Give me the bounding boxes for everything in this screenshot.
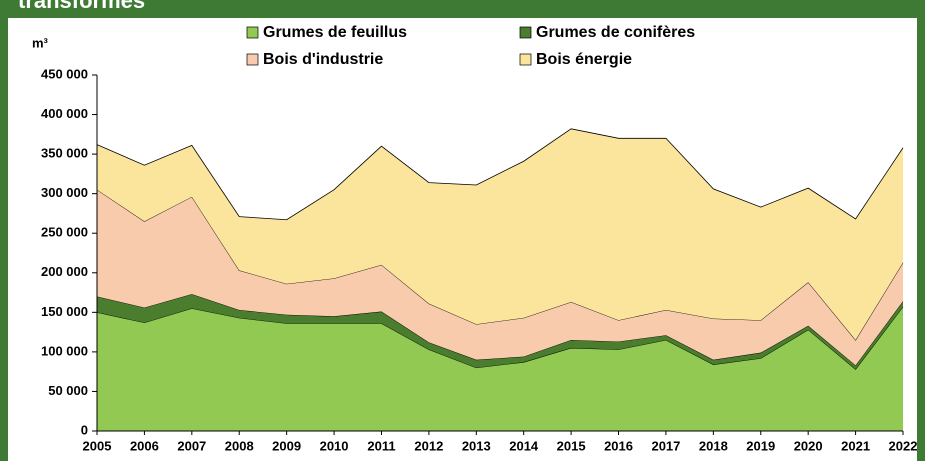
x-tick-label: 2021 xyxy=(841,438,870,453)
y-tick-label: 200 000 xyxy=(41,264,88,279)
y-tick-label: 50 000 xyxy=(48,383,88,398)
y-tick-label: 300 000 xyxy=(41,185,88,200)
x-tick-label: 2005 xyxy=(83,438,112,453)
legend-label: Bois énergie xyxy=(536,51,632,68)
x-tick-label: 2013 xyxy=(462,438,491,453)
area-outline xyxy=(96,293,904,366)
legend-swatch xyxy=(246,26,259,39)
area xyxy=(97,128,903,341)
x-tick-label: 2018 xyxy=(699,438,728,453)
x-tick-label: 2009 xyxy=(272,438,301,453)
x-tick-label: 2016 xyxy=(604,438,633,453)
y-axis-label: m³ xyxy=(32,35,49,50)
legend-label: Grumes de conifères xyxy=(536,24,695,41)
chart-title: transformés xyxy=(18,0,145,13)
x-tick-label: 2014 xyxy=(509,438,539,453)
x-tick-label: 2020 xyxy=(794,438,823,453)
x-tick-label: 2011 xyxy=(367,438,395,453)
x-tick-label: 2022 xyxy=(889,438,918,453)
y-tick-label: 400 000 xyxy=(41,106,88,121)
x-tick-label: 2012 xyxy=(414,438,443,453)
area xyxy=(97,294,903,370)
x-tick-label: 2019 xyxy=(746,438,775,453)
legend-swatch xyxy=(519,53,532,66)
legend-swatch xyxy=(246,53,259,66)
y-tick-label: 450 000 xyxy=(41,66,88,81)
y-tick-label: 350 000 xyxy=(41,146,88,161)
x-tick-label: 2010 xyxy=(320,438,349,453)
legend-label: Bois d'industrie xyxy=(263,51,383,68)
x-tick-label: 2006 xyxy=(130,438,159,453)
y-tick-label: 150 000 xyxy=(41,304,88,319)
x-tick-label: 2015 xyxy=(557,438,586,453)
y-tick-label: 100 000 xyxy=(41,343,88,358)
area xyxy=(97,306,903,431)
area xyxy=(97,189,903,366)
area-outline xyxy=(96,128,904,221)
legend-label: Grumes de feuillus xyxy=(263,24,407,41)
x-tick-label: 2008 xyxy=(225,438,254,453)
x-tick-label: 2017 xyxy=(651,438,680,453)
legend-swatch xyxy=(519,26,532,39)
y-tick-label: 250 000 xyxy=(41,225,88,240)
x-tick-label: 2007 xyxy=(177,438,206,453)
y-tick-label: 0 xyxy=(81,422,88,437)
